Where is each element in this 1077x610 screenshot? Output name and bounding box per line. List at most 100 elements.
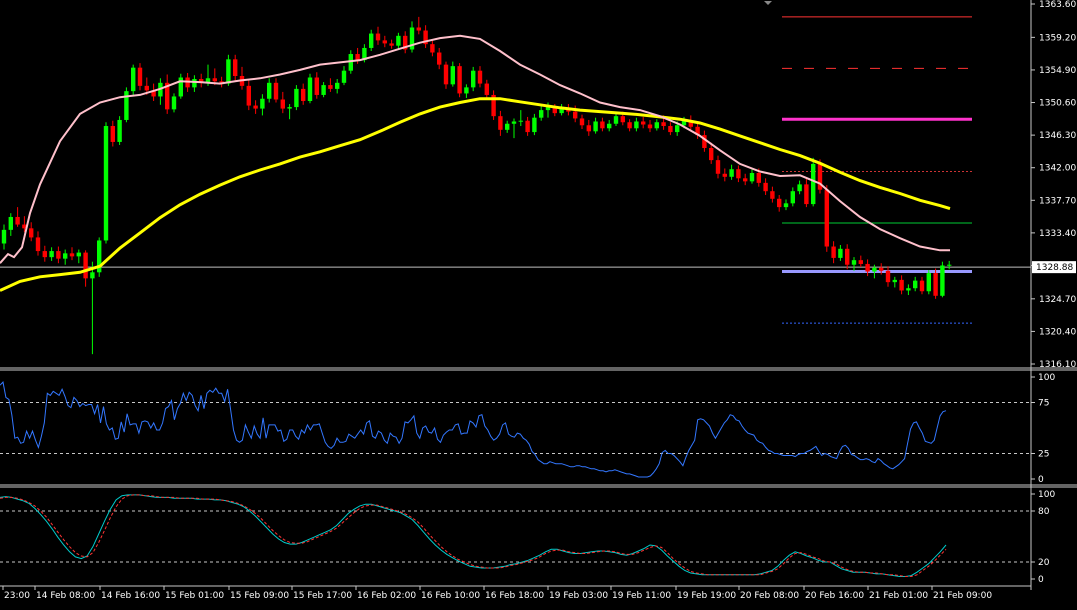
candle-body: [838, 248, 843, 258]
candle-body: [69, 253, 75, 257]
candle-body: [484, 83, 489, 95]
candle-body: [654, 122, 659, 129]
candle-body: [675, 125, 680, 133]
candle-body: [559, 107, 564, 114]
candle-body: [797, 184, 802, 192]
candle-body: [627, 122, 632, 129]
candle-body: [879, 267, 884, 271]
time-tick-label: 14 Feb 08:00: [36, 591, 95, 601]
candle-body: [525, 120, 530, 133]
candle-body: [505, 123, 510, 130]
candle-body: [647, 124, 653, 129]
candle-body: [192, 79, 197, 88]
candle-body: [709, 148, 714, 161]
candle-body: [777, 198, 782, 208]
time-tick-label: 21 Feb 01:00: [869, 591, 928, 601]
candle-body: [124, 91, 129, 120]
candle-body: [29, 228, 34, 238]
candle-body: [396, 35, 401, 46]
candle-body: [770, 191, 775, 199]
price-tick-label: 1337.70: [1039, 196, 1076, 206]
candle-body: [831, 246, 836, 258]
time-tick-label: 15 Feb 01:00: [165, 591, 224, 601]
candle-body: [899, 279, 904, 291]
candle-body: [144, 85, 149, 91]
candle-body: [926, 273, 931, 292]
candle-body: [763, 182, 768, 192]
candle-body: [811, 163, 816, 205]
candle-body: [573, 111, 578, 119]
oscillator-2-series-line: [0, 494, 947, 577]
candle-body: [56, 251, 61, 259]
candle-body: [205, 78, 211, 83]
candle-body: [49, 251, 54, 258]
time-axis: 23:00 14 Feb 08:00 14 Feb 16:00 15 Feb 01:0…: [2, 586, 992, 601]
candle-body: [76, 252, 81, 257]
candle-body: [824, 189, 829, 247]
price-tick-label: 1324.70: [1039, 295, 1076, 305]
candle-body: [355, 54, 360, 61]
oscillator-2-tick-label: 20: [1038, 558, 1050, 568]
candle-body: [491, 94, 496, 117]
candle-body: [933, 273, 938, 296]
candle-body: [539, 110, 544, 118]
candle-body: [845, 248, 850, 265]
candle-body: [233, 59, 238, 76]
time-tick-label: 16 Feb 10:00: [421, 591, 480, 601]
candle-body: [15, 216, 20, 225]
candle-body: [464, 87, 469, 94]
price-tick-label: 1333.40: [1039, 229, 1076, 239]
candle-body: [8, 216, 13, 230]
candle-body: [382, 40, 387, 44]
candle-body: [661, 122, 666, 127]
candle-body: [790, 191, 795, 204]
price-panel: 1363.60 1359.20 1354.90 1350.60 1346.30 1342.…: [0, 0, 1076, 370]
candle-body: [919, 280, 925, 292]
price-tick-label: 1363.60: [1039, 0, 1076, 10]
candle-body: [328, 85, 333, 89]
candle-body: [151, 90, 156, 97]
candle-body: [634, 121, 639, 129]
candle-body: [375, 33, 381, 41]
candle-body: [212, 78, 217, 82]
candle-body: [600, 121, 605, 129]
candle-body: [668, 126, 673, 133]
candle-body: [110, 126, 115, 142]
candle-body: [137, 67, 143, 86]
candle-body: [579, 118, 585, 126]
candle-body: [335, 82, 340, 89]
time-tick-label: 16 Feb 18:00: [485, 591, 544, 601]
candle-body: [817, 163, 823, 190]
candle-body: [586, 125, 591, 132]
candle-body: [913, 280, 918, 289]
oscillator-2-tick-label: 100: [1038, 490, 1055, 500]
candle-body: [613, 116, 619, 124]
candle-body: [280, 99, 285, 109]
oscillator-1-tick-label: 100: [1038, 373, 1055, 383]
oscillator-2-series-line: [0, 494, 947, 577]
current-price-label: 1328.88: [1036, 263, 1073, 273]
candle-body: [416, 27, 421, 31]
oscillator-1-tick-label: 75: [1038, 399, 1049, 409]
candle-body: [437, 52, 442, 65]
candle-body: [246, 85, 251, 106]
candle-body: [620, 116, 625, 123]
candle-body: [430, 44, 435, 53]
price-tick-label: 1350.60: [1039, 99, 1076, 109]
candle-body: [736, 169, 741, 179]
candle-body: [607, 123, 612, 129]
candle-body: [348, 54, 353, 71]
candle-body: [885, 270, 891, 283]
oscillator-1-series-line: [0, 381, 947, 478]
scroll-marker-icon[interactable]: [764, 1, 772, 5]
candle-body: [783, 203, 789, 208]
candle-body: [457, 66, 462, 94]
candle-body: [260, 98, 265, 109]
candle-body: [253, 105, 258, 109]
candle-body: [341, 70, 347, 83]
time-tick-label: 14 Feb 16:00: [101, 591, 160, 601]
candle-body: [199, 79, 204, 83]
time-tick-label: 19 Feb 03:00: [549, 591, 608, 601]
